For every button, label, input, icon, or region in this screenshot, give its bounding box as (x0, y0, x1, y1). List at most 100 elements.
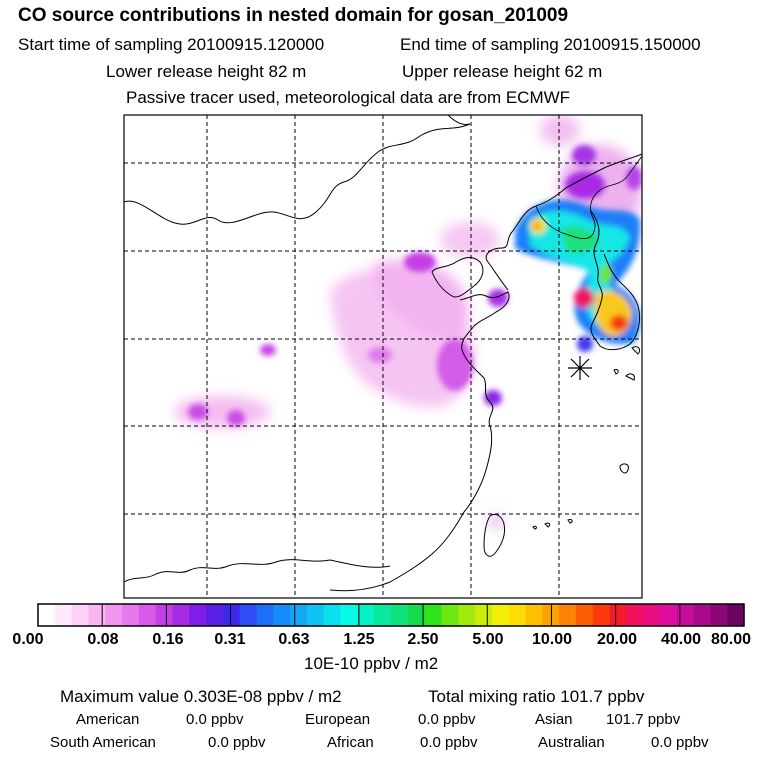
colorbar-swatch (458, 604, 476, 626)
colorbar-swatch (643, 604, 661, 626)
australian-label: Australian (538, 734, 605, 751)
plume-violet-1 (404, 252, 436, 272)
african-label: African (327, 734, 374, 751)
colorbar-swatch (575, 604, 594, 626)
plume-violet-11 (626, 166, 642, 190)
start-time-label: Start time of sampling 20100915.120000 (18, 35, 325, 54)
colorbar-units: 10E-10 ppbv / m2 (304, 654, 439, 673)
receptor-marker-icon (568, 356, 592, 380)
colorbar-swatch (525, 604, 543, 626)
tracer-note: Passive tracer used, meteorological data… (126, 88, 571, 107)
map-frame (123, 114, 643, 599)
colorbar-frame (37, 603, 745, 627)
coastlines (124, 115, 642, 592)
plume-violet-2 (437, 339, 473, 391)
colorbar-swatch (189, 604, 207, 626)
colorbar-swatch (88, 604, 106, 626)
end-time-label: End time of sampling 20100915.150000 (400, 35, 701, 54)
colorbar-swatch (693, 604, 711, 626)
plume-violet-9 (572, 145, 596, 165)
european-label: European (305, 711, 371, 728)
australian-value: 0.0 ppbv (651, 734, 709, 751)
colorbar-swatch (710, 604, 728, 626)
plume-blue-south (577, 336, 593, 352)
colorbar-swatch (475, 604, 493, 626)
american-value: 0.0 ppbv (186, 711, 244, 728)
south-american-value: 0.0 ppbv (208, 734, 266, 751)
colorbar-swatch (491, 604, 510, 626)
colorbar-swatch (340, 604, 358, 626)
colorbar-swatch (38, 604, 56, 626)
plume-violet-8 (484, 390, 502, 406)
colorbar-swatch (172, 604, 190, 626)
colorbar-label-3: 0.31 (214, 631, 246, 648)
colorbar-swatch (239, 604, 258, 626)
plume-light-ne2 (540, 115, 580, 146)
plume-violet-7 (488, 289, 508, 307)
plume-violet-3 (260, 344, 276, 356)
plume-green-east (600, 264, 612, 284)
american-label: American (76, 711, 140, 728)
african-value: 0.0 ppbv (420, 734, 478, 751)
colorbar-swatch (122, 604, 140, 626)
colorbar-swatch (727, 604, 745, 626)
colorbar-swatch (155, 604, 174, 626)
colorbar-swatch (54, 604, 73, 626)
colorbar-label-4: 0.63 (278, 631, 310, 648)
colorbar-swatch (256, 604, 274, 626)
plume-red-korea (610, 315, 628, 331)
colorbar-swatch (559, 604, 577, 626)
colorbar-swatch (138, 604, 157, 626)
colorbar (38, 604, 745, 626)
colorbar-label-8: 10.00 (531, 631, 573, 648)
colorbar-label-0: 0.00 (12, 631, 44, 648)
colorbar-swatch (374, 604, 392, 626)
lower-release-label: Lower release height 82 m (106, 62, 307, 81)
upper-release-label: Upper release height 62 m (402, 62, 603, 81)
asian-value: 101.7 ppbv (606, 711, 681, 728)
colorbar-swatch (609, 604, 627, 626)
plume-light-n (440, 222, 500, 258)
colorbar-swatch (206, 604, 224, 626)
colorbar-swatch (323, 604, 342, 626)
colorbar-label-9: 20.00 (596, 631, 638, 648)
colorbar-swatch (391, 604, 409, 626)
total-mixing-text: Total mixing ratio 101.7 ppbv (428, 687, 645, 706)
plume-light-central (372, 260, 469, 340)
colorbar-swatch (273, 604, 291, 626)
colorbar-swatch (626, 604, 644, 626)
colorbar-swatch (407, 604, 426, 626)
european-value: 0.0 ppbv (418, 711, 476, 728)
colorbar-swatch (592, 604, 611, 626)
colorbar-label-10: 40.00 (660, 631, 702, 648)
plume-magenta-korea (574, 288, 594, 308)
colorbar-swatch (306, 604, 325, 626)
colorbar-swatch (441, 604, 459, 626)
colorbar-swatch (71, 604, 90, 626)
colorbar-ticks (101, 604, 681, 626)
colorbar-label-1: 0.08 (87, 631, 119, 648)
colorbar-label-6: 2.50 (407, 631, 439, 648)
plume-light-taiwan (489, 516, 503, 528)
asian-label: Asian (535, 711, 573, 728)
colorbar-label-5: 1.25 (343, 631, 375, 648)
colorbar-label-7: 5.00 (472, 631, 504, 648)
map-title: CO source contributions in nested domain… (18, 5, 569, 26)
plume-violet-10 (565, 171, 605, 199)
plume-violet-5 (188, 404, 208, 420)
max-value-text: Maximum value 0.303E-08 ppbv / m2 (60, 687, 342, 706)
colorbar-swatch (222, 604, 241, 626)
colorbar-label-2: 0.16 (152, 631, 184, 648)
borders (535, 155, 642, 239)
plume-green-korea (560, 226, 600, 254)
colorbar-swatch (290, 604, 308, 626)
concentration-field (174, 115, 642, 528)
colorbar-swatch (659, 604, 678, 626)
plume-orange-korea (533, 222, 541, 230)
colorbar-swatch (357, 604, 375, 626)
graticule (124, 115, 642, 598)
plume-violet-4 (368, 347, 392, 363)
colorbar-swatch (676, 604, 695, 626)
colorbar-swatch (105, 604, 123, 626)
colorbar-swatch (424, 604, 443, 626)
